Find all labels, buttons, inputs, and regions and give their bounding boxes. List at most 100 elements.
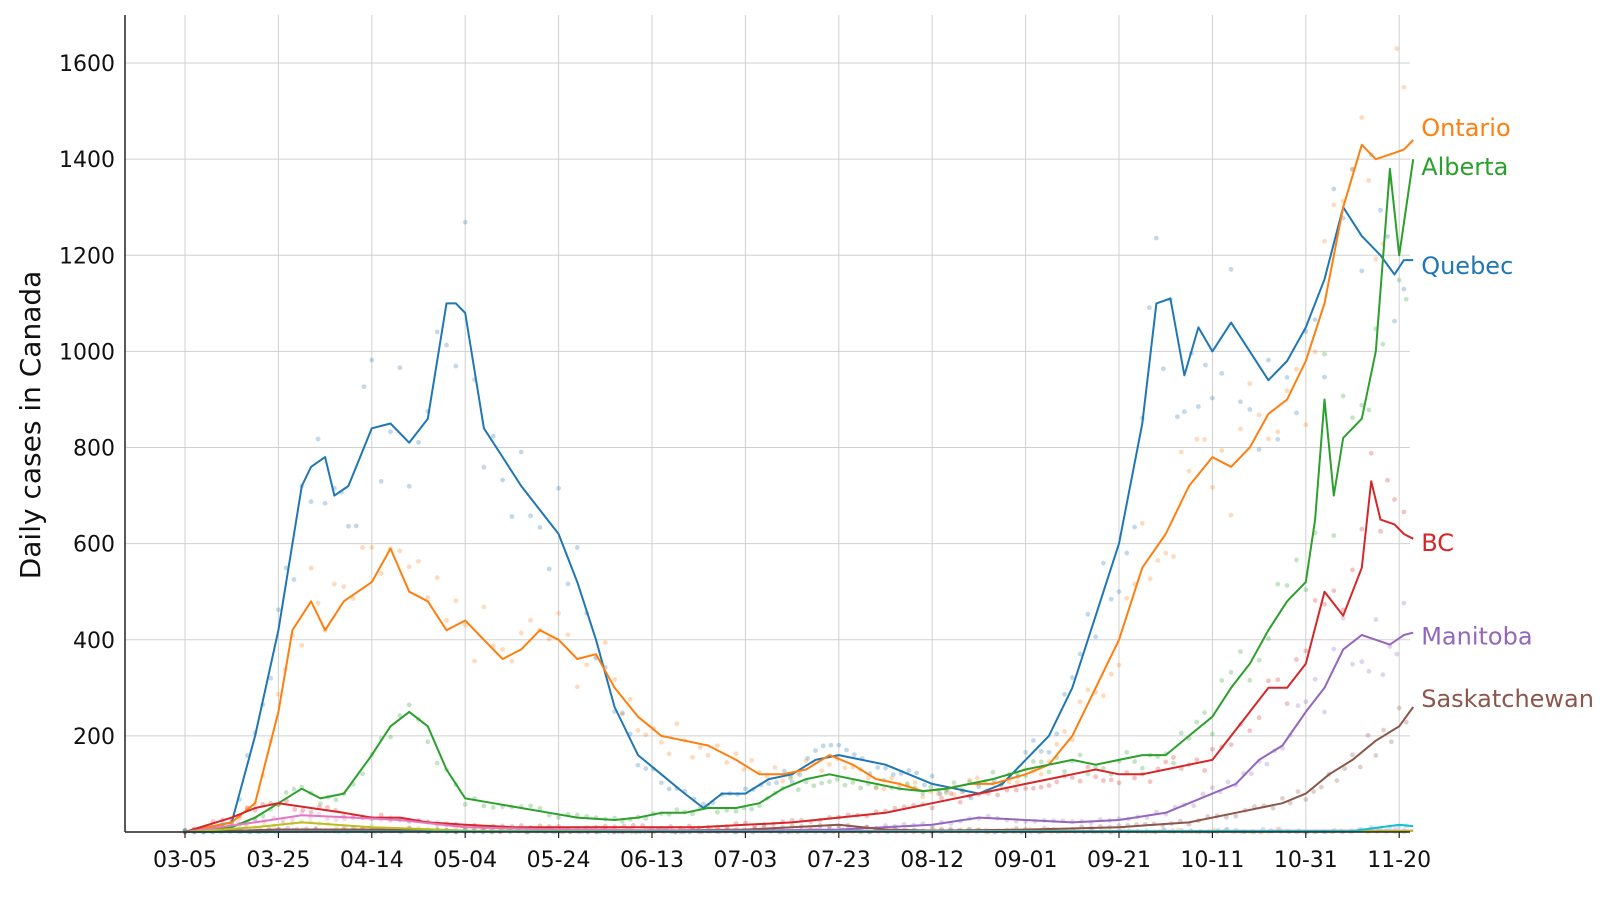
raw-point	[724, 760, 730, 765]
raw-point	[1366, 407, 1372, 413]
raw-point	[406, 483, 412, 489]
y-tick-label: 1000	[59, 340, 115, 365]
raw-point	[1108, 671, 1114, 677]
raw-point	[1228, 669, 1234, 675]
y-tick-label: 800	[73, 437, 115, 462]
raw-point	[556, 815, 561, 820]
raw-point	[1266, 678, 1271, 684]
raw-point	[714, 743, 720, 749]
raw-point	[565, 632, 571, 638]
raw-point	[462, 622, 468, 628]
raw-point	[1108, 596, 1114, 602]
raw-point	[1248, 771, 1254, 776]
raw-point	[951, 780, 957, 786]
raw-point	[1062, 729, 1067, 734]
raw-point	[1153, 235, 1159, 241]
raw-point	[388, 429, 393, 435]
raw-point	[353, 523, 359, 529]
raw-point	[1030, 759, 1036, 764]
x-tick-label: 05-24	[527, 848, 591, 873]
raw-point	[528, 803, 533, 809]
series-label: Alberta	[1421, 153, 1508, 181]
raw-point	[1350, 752, 1355, 758]
raw-point	[565, 581, 571, 587]
raw-point	[883, 765, 888, 771]
raw-point	[1401, 286, 1407, 292]
raw-point	[1295, 789, 1301, 794]
raw-point	[1202, 362, 1208, 368]
raw-point	[1303, 699, 1309, 705]
raw-point	[1202, 437, 1208, 442]
raw-point	[766, 781, 772, 787]
raw-point	[1365, 732, 1371, 738]
raw-point	[803, 779, 809, 785]
raw-point	[481, 604, 487, 610]
raw-point	[1256, 412, 1262, 418]
raw-point	[490, 805, 496, 810]
raw-point	[1403, 719, 1409, 725]
raw-point	[1322, 374, 1327, 380]
y-tick-label: 1400	[59, 148, 115, 173]
x-tick-label: 09-01	[994, 848, 1058, 873]
raw-point	[283, 790, 289, 795]
raw-point	[951, 792, 957, 798]
raw-point	[995, 792, 1000, 798]
series-line-bc	[184, 480, 1414, 833]
raw-point	[546, 636, 552, 642]
raw-point	[957, 799, 963, 805]
raw-point	[658, 780, 664, 786]
raw-point	[1202, 768, 1208, 773]
raw-point	[584, 662, 590, 668]
raw-point	[850, 780, 856, 785]
lines-layer	[184, 139, 1415, 833]
raw-point	[1294, 366, 1299, 372]
raw-point	[453, 598, 459, 604]
raw-point	[780, 778, 786, 784]
raw-point	[851, 752, 857, 757]
raw-point	[1077, 651, 1083, 657]
series-line-alberta	[184, 159, 1415, 833]
raw-point	[741, 767, 747, 772]
raw-point	[406, 702, 412, 708]
grid-layer	[125, 15, 1410, 832]
raw-point	[1147, 576, 1153, 582]
raw-point	[1186, 468, 1192, 474]
raw-point	[1256, 657, 1262, 663]
raw-point	[416, 558, 421, 564]
raw-point	[733, 808, 739, 814]
raw-point	[1373, 617, 1379, 622]
raw-point	[378, 570, 384, 576]
raw-point	[1312, 676, 1318, 682]
raw-point	[333, 817, 339, 822]
raw-point	[858, 785, 863, 791]
raw-point	[1401, 84, 1407, 90]
series-labels-layer: Quebec Ontario Alberta BC Manitoba Saskatchew…	[1421, 114, 1594, 713]
raw-point	[1284, 388, 1290, 394]
raw-point	[827, 779, 832, 785]
raw-point	[1101, 778, 1106, 783]
raw-point	[537, 805, 543, 811]
raw-point	[1013, 787, 1019, 793]
raw-point	[666, 786, 672, 792]
raw-point	[1139, 765, 1145, 771]
x-tick-label: 08-12	[900, 848, 964, 873]
raw-point	[967, 777, 972, 783]
raw-point	[1294, 657, 1299, 662]
raw-point	[1116, 780, 1122, 786]
raw-point	[836, 742, 842, 748]
raw-point	[1200, 791, 1206, 797]
raw-point	[1294, 410, 1299, 416]
raw-point	[976, 784, 982, 790]
raw-point	[1085, 764, 1091, 770]
raw-point	[1015, 779, 1020, 785]
raw-point	[797, 772, 803, 778]
raw-point	[434, 329, 440, 335]
raw-point	[1287, 800, 1293, 806]
raw-point	[1093, 764, 1099, 770]
raw-point	[444, 617, 449, 623]
raw-point	[1210, 731, 1215, 737]
raw-point	[805, 755, 811, 761]
raw-point	[1146, 305, 1152, 311]
raw-point	[803, 758, 809, 764]
series-label: Manitoba	[1421, 623, 1532, 651]
